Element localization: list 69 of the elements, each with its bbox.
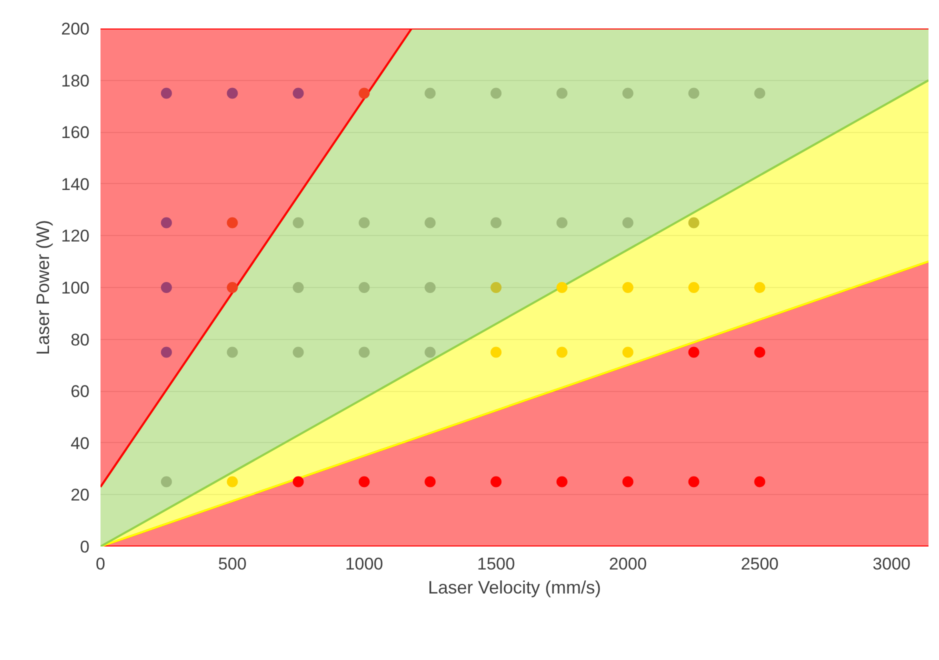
point [292, 282, 304, 293]
point [160, 88, 172, 99]
point [622, 476, 634, 488]
point [688, 88, 700, 99]
point [292, 346, 304, 358]
point [226, 476, 238, 488]
y-tick-label: 140 [61, 174, 90, 194]
x-tick-label: 0 [96, 554, 106, 574]
point [424, 346, 436, 358]
y-tick-label: 160 [61, 123, 90, 142]
point [424, 88, 436, 99]
point [160, 282, 172, 293]
point [358, 88, 370, 99]
point [358, 476, 370, 488]
y-tick-label: 120 [61, 226, 90, 246]
point [688, 346, 700, 358]
point [556, 476, 568, 488]
y-tick-label: 100 [61, 278, 90, 298]
y-tick-label: 80 [70, 330, 90, 350]
point [754, 346, 766, 358]
point [622, 217, 634, 228]
point [226, 217, 238, 228]
point [226, 88, 238, 99]
point [490, 346, 502, 358]
x-tick-label: 1500 [477, 554, 515, 574]
point [490, 282, 502, 293]
point [556, 88, 568, 99]
point [424, 282, 436, 293]
x-tick-label: 1000 [345, 554, 384, 574]
y-tick-label: 40 [70, 434, 90, 453]
point [754, 88, 766, 99]
point [688, 476, 700, 488]
point [688, 217, 700, 228]
point [490, 88, 502, 99]
point [358, 346, 370, 358]
point [490, 217, 502, 228]
point [160, 346, 172, 358]
x-tick-label: 2500 [740, 554, 779, 574]
y-tick-label: 20 [70, 486, 90, 505]
y-tick-label: 180 [61, 71, 90, 90]
x-tick-label: 500 [218, 554, 247, 574]
point [358, 217, 370, 228]
y-axis-title: Laser Power (W) [33, 220, 54, 356]
point [622, 88, 634, 99]
point [490, 476, 502, 488]
point [160, 217, 172, 228]
y-tick-label: 0 [80, 538, 90, 556]
point [226, 282, 238, 293]
point [292, 217, 304, 228]
point [556, 217, 568, 228]
point [424, 476, 436, 488]
point [754, 476, 766, 488]
point [292, 88, 304, 99]
y-tick-label: 60 [70, 382, 90, 402]
y-tick-label: 200 [61, 20, 90, 38]
point [688, 282, 700, 293]
point [556, 282, 568, 293]
point [754, 282, 766, 293]
point [622, 282, 634, 293]
x-axis-title: Laser Velocity (mm/s) [428, 578, 602, 598]
point [358, 282, 370, 293]
x-tick-label: 3000 [872, 554, 910, 574]
point [622, 346, 634, 358]
point [226, 346, 238, 358]
point [292, 476, 304, 488]
point [424, 217, 436, 228]
point [556, 346, 568, 358]
point [160, 476, 172, 488]
x-tick-label: 2000 [608, 554, 647, 574]
